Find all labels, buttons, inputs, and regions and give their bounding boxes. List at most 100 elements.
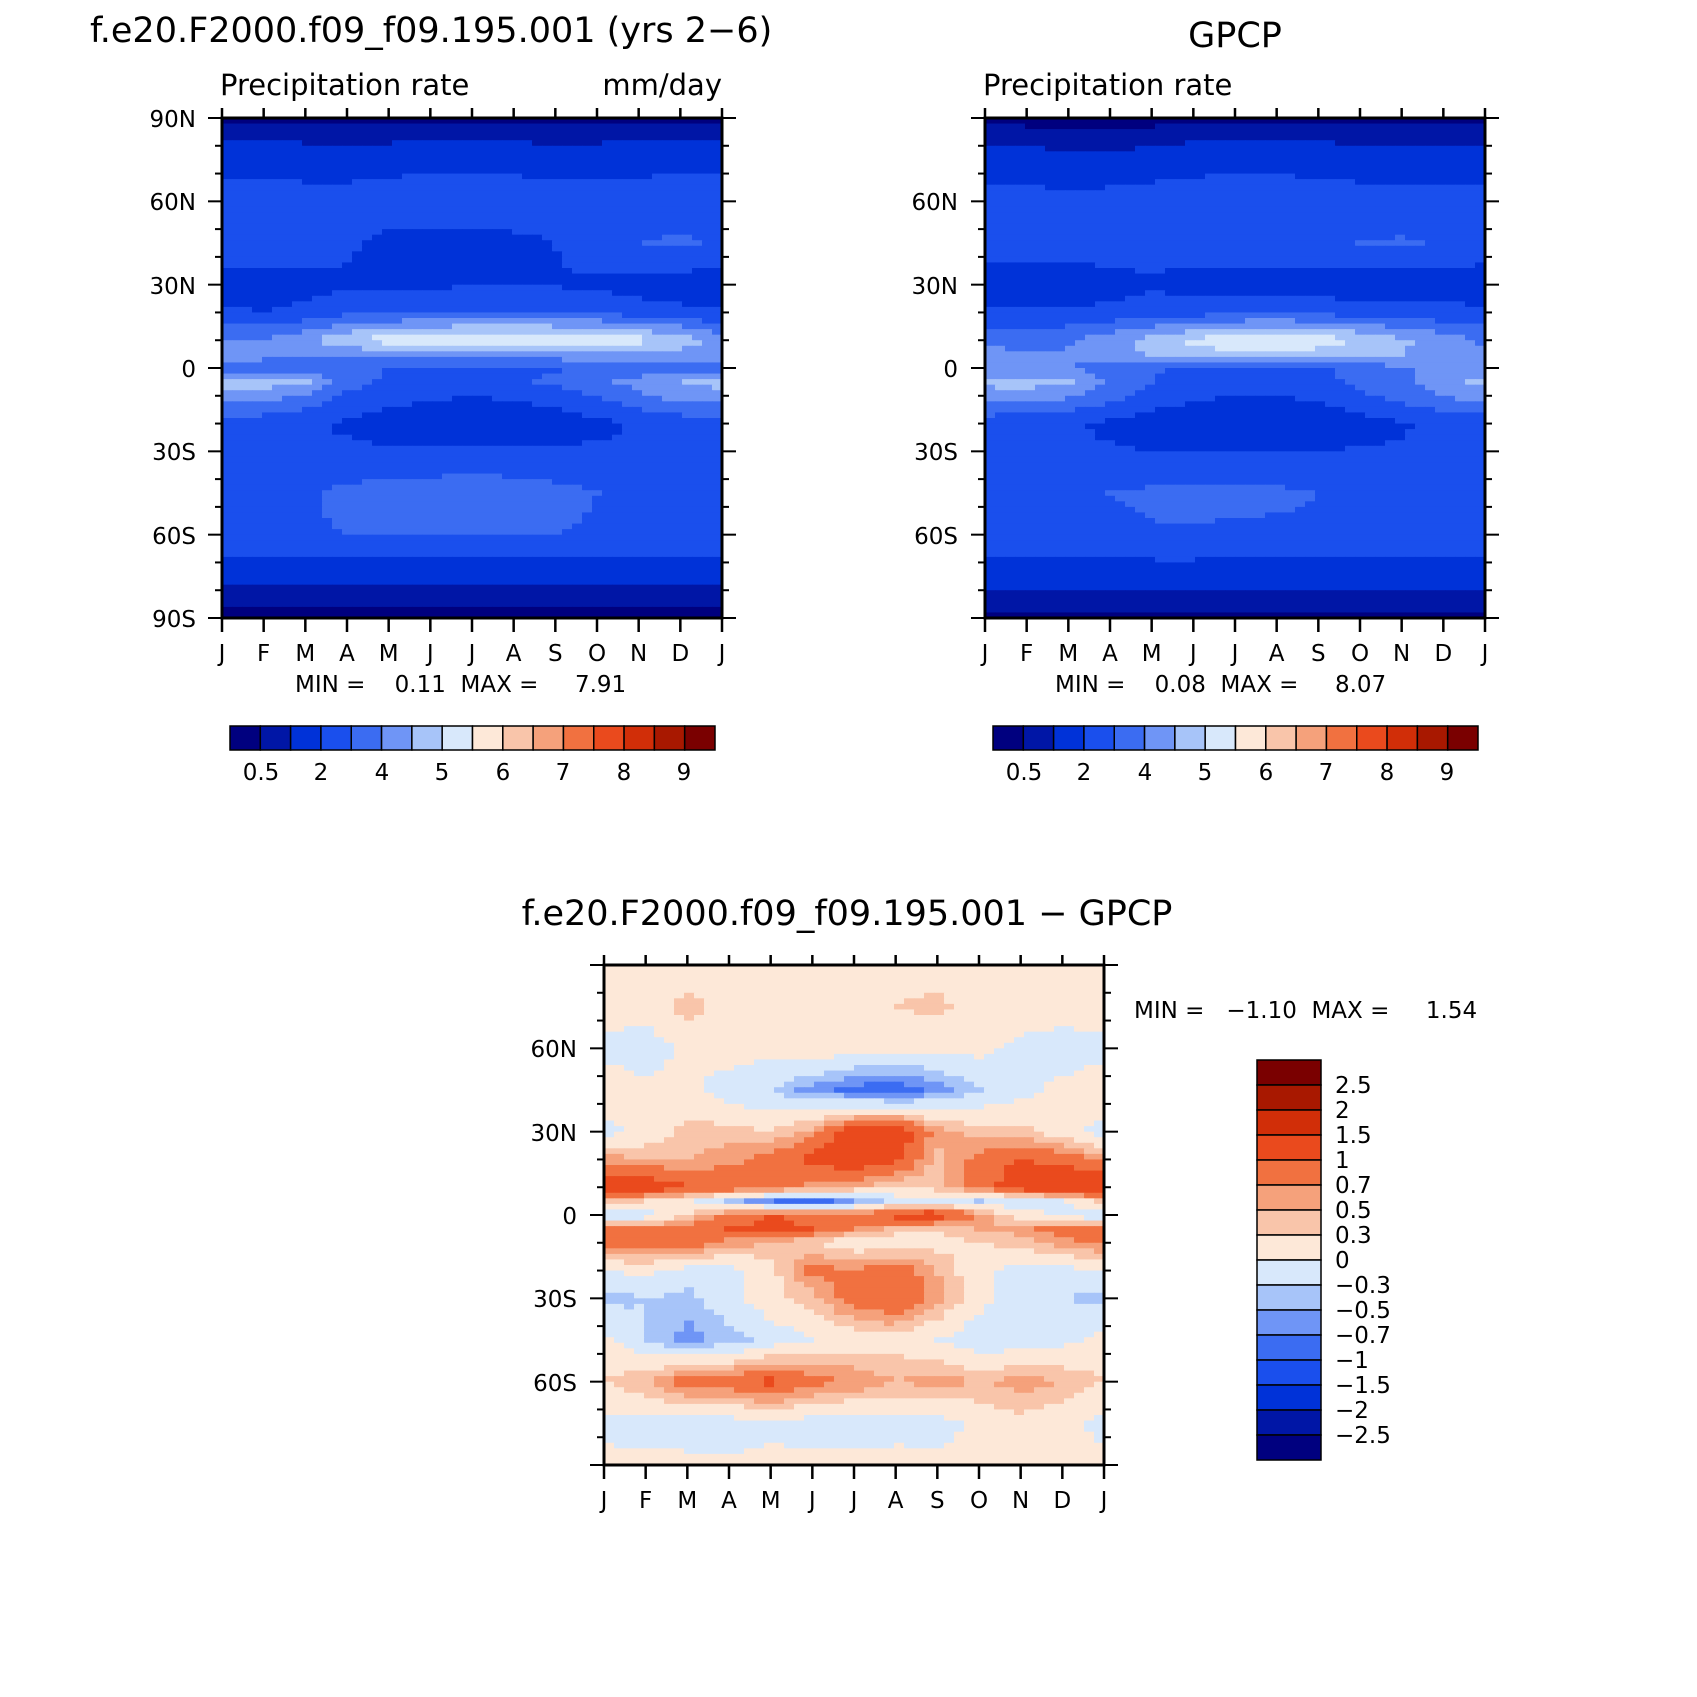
heatmap-cell [392, 506, 403, 514]
heatmap-cell [532, 162, 543, 169]
heatmap-cell [632, 279, 643, 286]
heatmap-cell [362, 401, 373, 408]
heatmap-cell [442, 145, 453, 152]
heatmap-cell [582, 173, 593, 180]
heatmap-cell [272, 129, 283, 136]
heatmap-cell [412, 356, 423, 364]
heatmap-cell [422, 334, 433, 341]
heatmap-cell [242, 195, 253, 202]
heatmap-cell [522, 284, 533, 291]
heatmap-cell [352, 184, 363, 191]
heatmap-cell [372, 373, 383, 380]
heatmap-cell [662, 373, 673, 380]
heatmap-cell [272, 384, 283, 391]
heatmap-cell [272, 240, 283, 247]
heatmap-cell [402, 373, 413, 380]
heatmap-cell [552, 579, 563, 586]
heatmap-cell [312, 534, 323, 541]
heatmap-cell [342, 490, 353, 497]
heatmap-cell [432, 568, 443, 575]
heatmap-cell [432, 429, 443, 436]
heatmap-cell [552, 401, 563, 408]
heatmap-cell [632, 562, 643, 569]
heatmap-cell [412, 256, 423, 264]
heatmap-cell [362, 540, 373, 547]
heatmap-cell [652, 245, 663, 252]
heatmap-cell [612, 123, 623, 130]
heatmap-cell [702, 379, 713, 386]
heatmap-cell [582, 340, 593, 347]
heatmap-cell [332, 184, 343, 191]
heatmap-cell [452, 356, 463, 364]
heatmap-cell [502, 429, 513, 436]
heatmap-cell [232, 434, 243, 441]
heatmap-cell [322, 195, 333, 202]
heatmap-cell [542, 479, 553, 486]
heatmap-cell [352, 584, 363, 591]
heatmap-cell [712, 434, 723, 441]
heatmap-cell [442, 412, 453, 419]
heatmap-cell [422, 129, 433, 136]
heatmap-cell [382, 418, 393, 425]
heatmap-cell [682, 251, 693, 258]
heatmap-cell [232, 223, 243, 230]
heatmap-cell [512, 395, 523, 402]
heatmap-cell [642, 434, 653, 441]
heatmap-cell [482, 312, 493, 319]
heatmap-cell [702, 523, 713, 530]
heatmap-cell [362, 579, 373, 586]
heatmap-cell [402, 184, 413, 191]
heatmap-cell [602, 379, 613, 386]
heatmap-cell [582, 140, 593, 147]
heatmap-cell [592, 212, 603, 219]
heatmap-cell [672, 456, 683, 464]
heatmap-cell [512, 434, 523, 441]
heatmap-cell [702, 140, 713, 147]
heatmap-cell [362, 551, 373, 558]
heatmap-cell [272, 184, 283, 191]
heatmap-cell [362, 368, 373, 375]
heatmap-cell [682, 406, 693, 414]
heatmap-cell [632, 284, 643, 291]
heatmap-cell [282, 351, 293, 358]
heatmap-cell [362, 129, 373, 136]
heatmap-cell [652, 512, 663, 519]
heatmap-cell [312, 184, 323, 191]
heatmap-cell [332, 156, 343, 164]
heatmap-cell [602, 418, 613, 425]
heatmap-cell [402, 256, 413, 264]
heatmap-cell [1145, 118, 1156, 125]
heatmap-cell [692, 568, 703, 575]
heatmap-cell [522, 379, 533, 386]
heatmap-cell [352, 490, 363, 497]
heatmap-cell [402, 201, 413, 208]
heatmap-cell [332, 562, 343, 569]
heatmap-cell [502, 534, 513, 541]
heatmap-cell [282, 556, 293, 564]
heatmap-cell [502, 595, 513, 602]
heatmap-cell [642, 440, 653, 447]
heatmap-cell [422, 568, 433, 575]
heatmap-cell [342, 145, 353, 152]
heatmap-cell [282, 284, 293, 291]
heatmap-cell [432, 251, 443, 258]
heatmap-cell [392, 123, 403, 130]
heatmap-cell [422, 290, 433, 297]
heatmap-cell [262, 445, 273, 452]
heatmap-cell [372, 329, 383, 336]
heatmap-cell [642, 195, 653, 202]
heatmap-cell [622, 390, 633, 397]
heatmap-cell [682, 601, 693, 608]
heatmap-cell [222, 462, 233, 469]
heatmap-cell [662, 168, 673, 175]
heatmap-cell [252, 201, 263, 208]
heatmap-cell [602, 229, 613, 236]
heatmap-cell [582, 145, 593, 152]
heatmap-cell [452, 540, 463, 547]
heatmap-cell [492, 218, 503, 225]
heatmap-cell [412, 395, 423, 402]
heatmap-cell [372, 556, 383, 564]
heatmap-cell [562, 556, 573, 564]
heatmap-cell [702, 240, 713, 247]
heatmap-cell [642, 384, 653, 391]
